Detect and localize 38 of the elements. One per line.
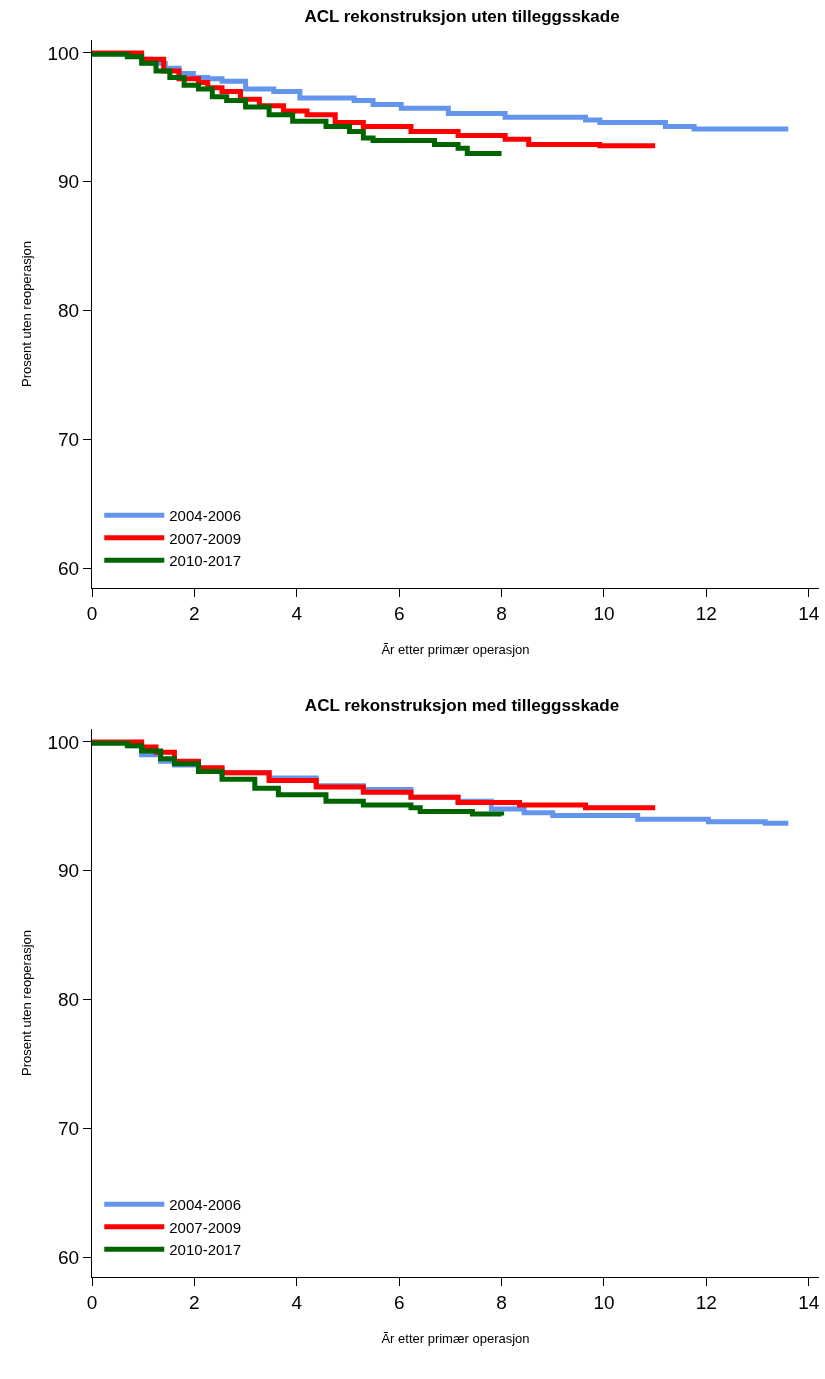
x-tick-label: 4 — [291, 1291, 303, 1313]
y-tick-label: 90 — [58, 860, 80, 882]
legend-label: 2004-2006 — [169, 507, 241, 525]
x-tick-label: 0 — [86, 1291, 98, 1313]
x-tick-label: 4 — [291, 602, 303, 624]
x-axis-title: Ãr etter primær operasjon — [381, 1331, 530, 1347]
x-tick-label: 2 — [189, 602, 200, 624]
y-tick-label: 60 — [58, 558, 80, 580]
y-axis-title: Prosent uten reoperasjon — [19, 930, 35, 1076]
y-tick-label: 70 — [58, 429, 80, 451]
x-tick-label: 12 — [695, 602, 717, 624]
y-tick-label: 100 — [47, 42, 80, 64]
y-tick-label: 90 — [58, 171, 80, 193]
x-tick-label: 0 — [86, 602, 98, 624]
y-tick-label: 80 — [58, 300, 80, 322]
legend-label: 2010-2017 — [169, 552, 241, 570]
y-axis-title: Prosent uten reoperasjon — [19, 241, 35, 387]
y-tick-label: 70 — [58, 1118, 80, 1140]
legend-label: 2007-2009 — [169, 529, 241, 547]
legend-label: 2007-2009 — [169, 1218, 241, 1236]
x-tick-label: 10 — [593, 602, 615, 624]
x-tick-label: 6 — [393, 602, 405, 624]
x-tick-label: 8 — [496, 602, 507, 624]
x-tick-label: 10 — [593, 1291, 615, 1313]
x-tick-label: 2 — [189, 1291, 200, 1313]
y-tick-label: 100 — [47, 731, 80, 753]
x-tick-label: 6 — [393, 1291, 405, 1313]
legend-label: 2004-2006 — [169, 1196, 241, 1214]
y-tick-label: 80 — [58, 989, 80, 1011]
x-tick-label: 12 — [695, 1291, 717, 1313]
chart-title: ACL rekonstruksjon med tilleggsskade — [304, 696, 620, 716]
x-axis-title: Ãr etter primær operasjon — [381, 642, 530, 658]
x-tick-label: 14 — [798, 602, 820, 624]
chart-title: ACL rekonstruksjon uten tilleggsskade — [304, 7, 620, 27]
y-tick-label: 60 — [58, 1247, 80, 1269]
x-tick-label: 8 — [496, 1291, 507, 1313]
legend-label: 2010-2017 — [169, 1241, 241, 1259]
x-tick-label: 14 — [798, 1291, 820, 1313]
